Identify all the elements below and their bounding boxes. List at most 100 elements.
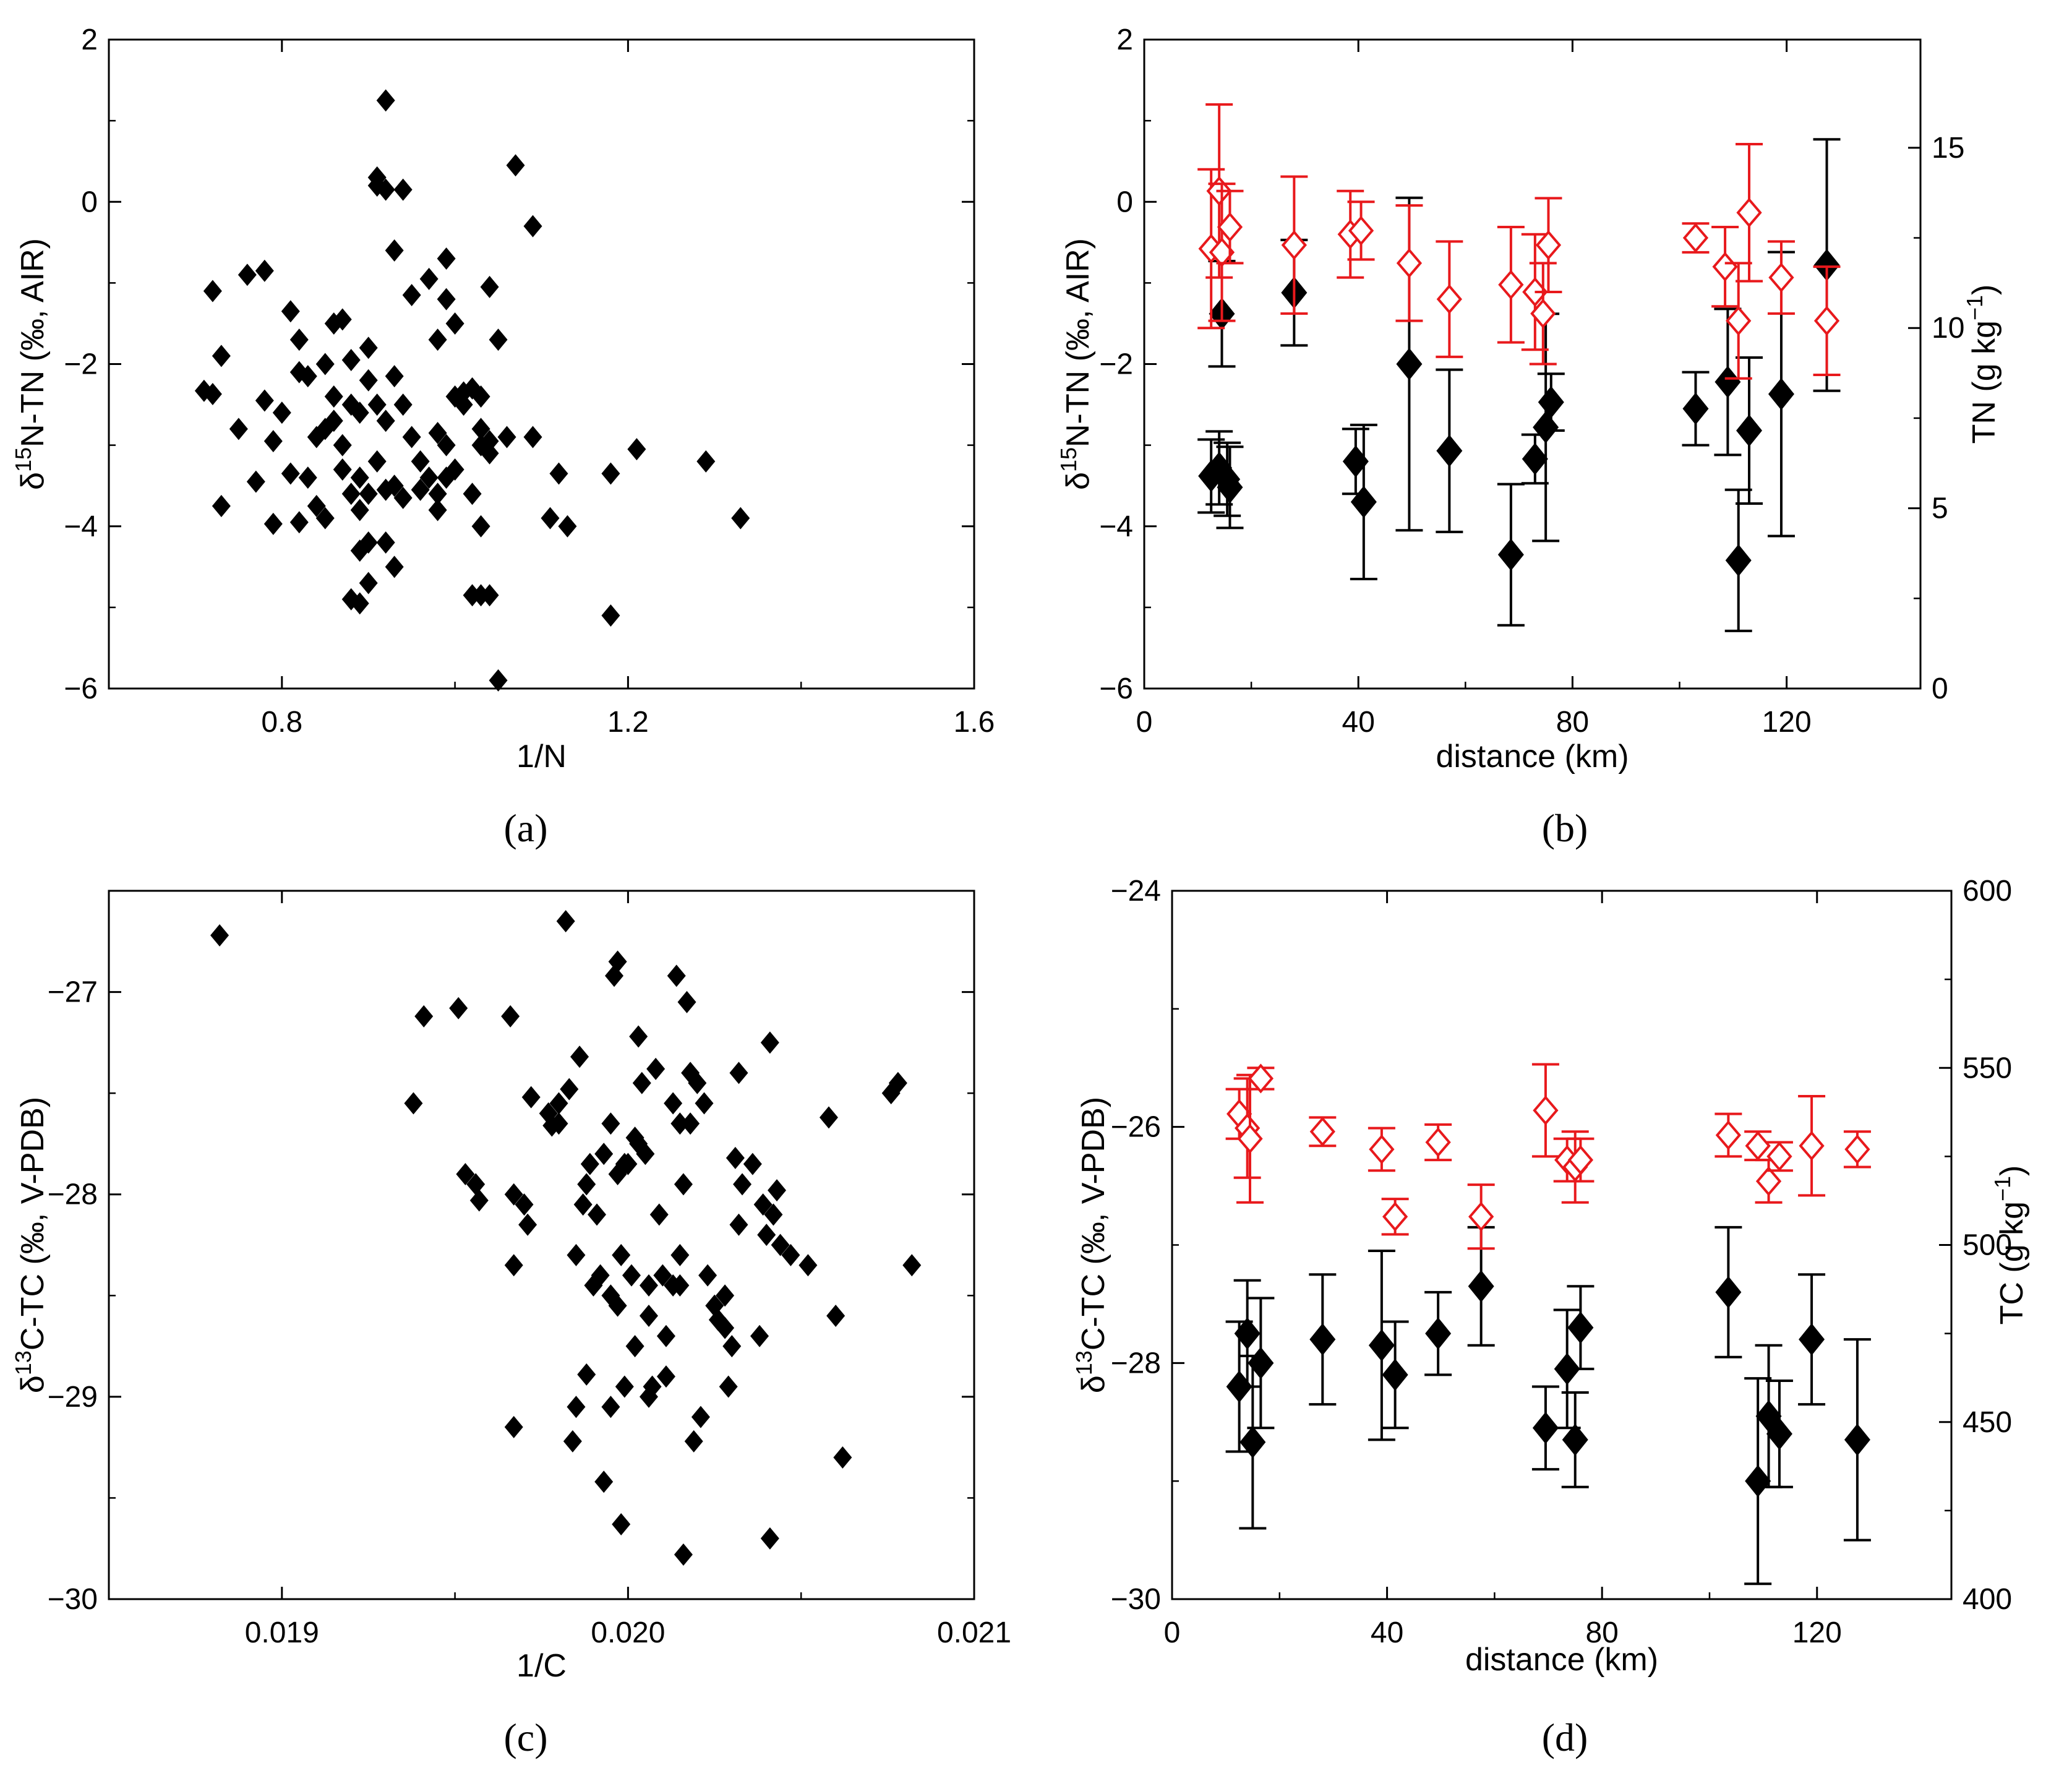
data-point [419,466,439,489]
data-point [639,1305,658,1327]
data-point [556,910,575,933]
data-point [376,178,395,201]
data-point [393,486,413,509]
data-point [238,264,257,286]
data-point [255,389,274,412]
data-point [229,418,248,440]
data-point [1768,262,1794,293]
y-axis-label-c-part-0: δ [15,1375,51,1393]
data-point [1248,1063,1274,1094]
panel-c: 0.019 0.020 0.021 −30 −29 −28 −27 1/C δ13C-TC (‰… [11,890,1011,1759]
data-point [577,1173,596,1196]
data-point [210,924,229,946]
data-point [1217,471,1243,504]
data-point [677,990,696,1013]
data-point [419,267,439,290]
data-point [515,1193,534,1216]
data-point [471,515,490,538]
data-point [1530,298,1556,328]
data-point [670,1243,690,1266]
data-point [1799,1323,1825,1356]
y-axis-label-d-part-2: C-TC (‰, V-PDB) [1076,1097,1111,1350]
data-point [577,1363,596,1386]
x-tick-label: 80 [1556,706,1589,739]
data-point [1342,445,1369,478]
data-point [1715,366,1741,398]
data-point [1715,1120,1742,1151]
data-point [246,470,265,493]
data-point [619,1152,638,1175]
data-point [1468,1201,1494,1232]
y-tick-label: −4 [1099,510,1133,543]
data-point [333,308,352,331]
x-tick-label: 120 [1762,706,1812,739]
data-point [670,1274,690,1297]
y-tick-label: 2 [1116,24,1133,56]
data-point [315,353,335,376]
data-point [1745,1131,1771,1161]
data-point [289,328,309,351]
data-point [298,365,317,388]
data-point [445,312,464,335]
data-point [480,442,499,465]
data-point [726,1146,745,1169]
y-axis-label-a-part-2: N-TN (‰, AIR) [15,238,51,447]
x-tick-label: 40 [1342,706,1375,739]
y-tick-label: 0 [1116,186,1133,218]
data-point [1217,212,1243,242]
data-point [560,1078,579,1101]
data-point [649,1203,669,1226]
data-point [549,1112,568,1135]
y2-axis-label-b-part-0: TN (g kg [1966,320,2002,444]
data-point [428,328,447,351]
data-point [203,383,222,406]
data-point [1726,306,1752,336]
y-tick-label: −27 [48,976,98,1009]
y2-axis-label-b-superscript: −1 [1962,295,1987,320]
data-point [367,393,387,416]
data-point [719,1375,738,1398]
y-axis-label-b-superscript: 15 [1056,447,1081,472]
panel-label-b: (b) [1542,806,1588,850]
data-point [549,1092,568,1115]
data-point [580,1152,599,1175]
data-point [629,1025,648,1048]
y2-tick-label: 0 [1932,672,1948,705]
data-point [636,1143,655,1165]
data-point [376,531,395,554]
data-point [1309,1117,1335,1147]
data-point [731,507,750,530]
data-point [601,604,620,627]
x-axis-label-a: 1/N [516,739,567,775]
data-point [385,556,404,578]
data-point [1736,197,1762,228]
data-point [588,1203,607,1226]
data-point [833,1446,852,1469]
data-point [1239,1426,1266,1459]
data-point [753,1193,773,1216]
data-point [504,1254,523,1277]
data-point [1281,230,1307,260]
data-point [393,393,413,416]
data-point [428,421,447,444]
data-point [563,1430,582,1453]
y2-axis-label-d: TC (g kg−1) [1990,1165,2030,1325]
data-point [698,1264,717,1287]
y-axis-label-c-superscript: 13 [11,1350,36,1375]
data-point [653,1264,672,1287]
data-point [359,483,378,505]
data-point [480,584,499,607]
data-point [402,426,421,448]
panel-label-c: (c) [503,1715,547,1759]
data-point [359,531,378,554]
x-axis-label-d: distance (km) [1465,1642,1658,1678]
data-point [608,950,627,973]
data-point [501,1005,520,1028]
data-point [393,178,413,201]
x-axis-label-b: distance (km) [1436,739,1629,775]
data-point [324,410,343,432]
data-point [463,483,482,505]
data-point [729,1213,748,1236]
